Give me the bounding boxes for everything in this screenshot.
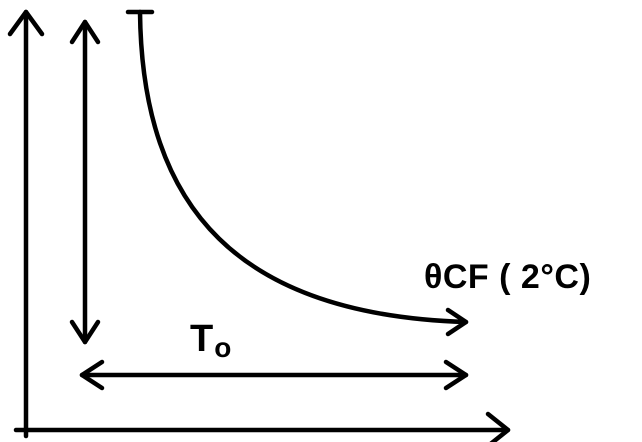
y-axis [7,9,45,439]
horizontal-double-arrow [79,359,469,391]
vertical-double-arrow [69,19,101,345]
x-axis [13,411,511,442]
decay-curve [137,9,469,337]
bottom-arrow-label-subscript: o [214,332,232,363]
curve-label: θCF ( 2°C) [424,258,592,296]
bottom-arrow-label-main: T [190,318,214,360]
bottom-arrow-label: To [190,318,232,363]
